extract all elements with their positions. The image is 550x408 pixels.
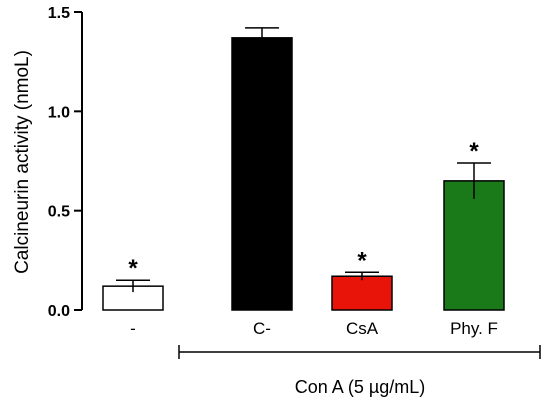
category-label: C- [253,319,271,338]
category-label: - [130,319,136,338]
significance-marker: * [357,247,367,274]
bar-2 [331,275,393,311]
y-tick-label: 1.0 [48,104,70,121]
significance-markers: * * * [128,138,479,282]
significance-marker: * [128,255,138,282]
error-bars [116,27,491,293]
category-label: Phy. F [450,319,498,338]
category-labels: - C- CsA Phy. F [130,319,498,338]
category-label: CsA [346,319,379,338]
y-tick-label: 0.0 [48,303,70,320]
bar-3 [443,180,505,311]
y-ticks: 0.0 0.5 1.0 1.5 [48,5,82,320]
bar-1 [231,37,293,311]
significance-marker: * [469,138,479,165]
bars [102,37,505,311]
y-tick-label: 1.5 [48,5,70,22]
group-label: Con A (5 µg/mL) [295,377,425,397]
y-tick-label: 0.5 [48,204,70,221]
y-axis-title: Calcineurin activity (nmoL) [12,50,33,274]
group-bracket: Con A (5 µg/mL) [178,345,541,397]
